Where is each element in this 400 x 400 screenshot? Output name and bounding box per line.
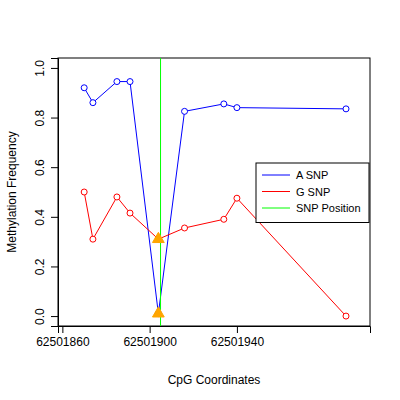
series-marker <box>221 216 227 222</box>
y-tick: 1.0 <box>33 60 58 77</box>
snp-cpg-marker <box>152 307 164 317</box>
x-tick-label: 62501940 <box>211 335 265 349</box>
y-tick: 0.8 <box>33 109 58 126</box>
series-marker <box>343 313 349 319</box>
series-marker <box>343 106 349 112</box>
series-marker <box>114 194 120 200</box>
series-marker <box>234 195 240 201</box>
y-tick-mark <box>51 68 58 69</box>
series-marker <box>127 210 133 216</box>
legend-label: SNP Position <box>296 202 361 214</box>
x-tick-mark <box>237 326 238 333</box>
plot-area <box>81 58 349 326</box>
plot-frame <box>58 58 370 326</box>
x-tick: 62501940 <box>211 326 265 349</box>
chart-container: 62501860 62501900 62501940 0.0 0.2 0.4 0.6 0.8 1… <box>0 0 400 400</box>
x-axis-title: CpG Coordinates <box>168 373 261 387</box>
y-axis-line <box>51 59 59 327</box>
legend-label: G SNP <box>296 186 330 198</box>
series-marker <box>221 101 227 107</box>
legend-label: A SNP <box>296 169 328 181</box>
series-marker <box>114 79 120 85</box>
chart-svg: 62501860 62501900 62501940 0.0 0.2 0.4 0.6 0.8 1… <box>0 0 400 400</box>
legend: A SNP G SNP SNP Position <box>256 163 369 223</box>
x-tick-label: 62501860 <box>36 335 90 349</box>
y-tick-label: 0.2 <box>33 258 47 275</box>
y-tick-label: 1.0 <box>33 60 47 77</box>
legend-swatch <box>262 208 290 209</box>
series-marker <box>90 236 96 242</box>
y-tick-mark <box>51 118 58 119</box>
y-axis-title: Methylation Frequency <box>5 131 19 252</box>
x-tick-mark <box>150 326 151 333</box>
y-tick-label: 0.8 <box>33 109 47 126</box>
y-tick-mark <box>51 316 58 317</box>
y-tick-label: 0.6 <box>33 159 47 176</box>
y-tick-mark <box>51 266 58 267</box>
series-marker <box>234 105 240 111</box>
x-tick-mark <box>62 326 63 333</box>
snp-position-line <box>160 58 161 326</box>
y-tick-mark <box>51 167 58 168</box>
series-marker <box>127 79 133 85</box>
y-tick: 0.0 <box>33 308 58 325</box>
y-tick: 0.6 <box>33 159 58 176</box>
y-tick: 0.4 <box>33 209 58 226</box>
y-tick-label: 0.4 <box>33 209 47 226</box>
legend-box <box>256 163 369 223</box>
x-axis-line <box>59 327 371 334</box>
x-tick-label: 62501900 <box>123 335 177 349</box>
series-marker <box>182 225 188 231</box>
series-marker <box>81 189 87 195</box>
x-tick: 62501900 <box>123 326 177 349</box>
y-tick-mark <box>51 217 58 218</box>
series-marker <box>90 100 96 106</box>
legend-swatch <box>262 191 290 192</box>
series-marker <box>182 108 188 114</box>
x-tick: 62501860 <box>36 326 90 349</box>
x-axis: 62501860 62501900 62501940 <box>36 326 370 349</box>
series-marker <box>81 85 87 91</box>
snp-cpg-marker <box>152 232 164 242</box>
y-tick: 0.2 <box>33 258 58 275</box>
y-axis: 0.0 0.2 0.4 0.6 0.8 1.0 <box>33 59 59 327</box>
legend-swatch <box>262 175 290 176</box>
y-tick-label: 0.0 <box>33 308 47 325</box>
